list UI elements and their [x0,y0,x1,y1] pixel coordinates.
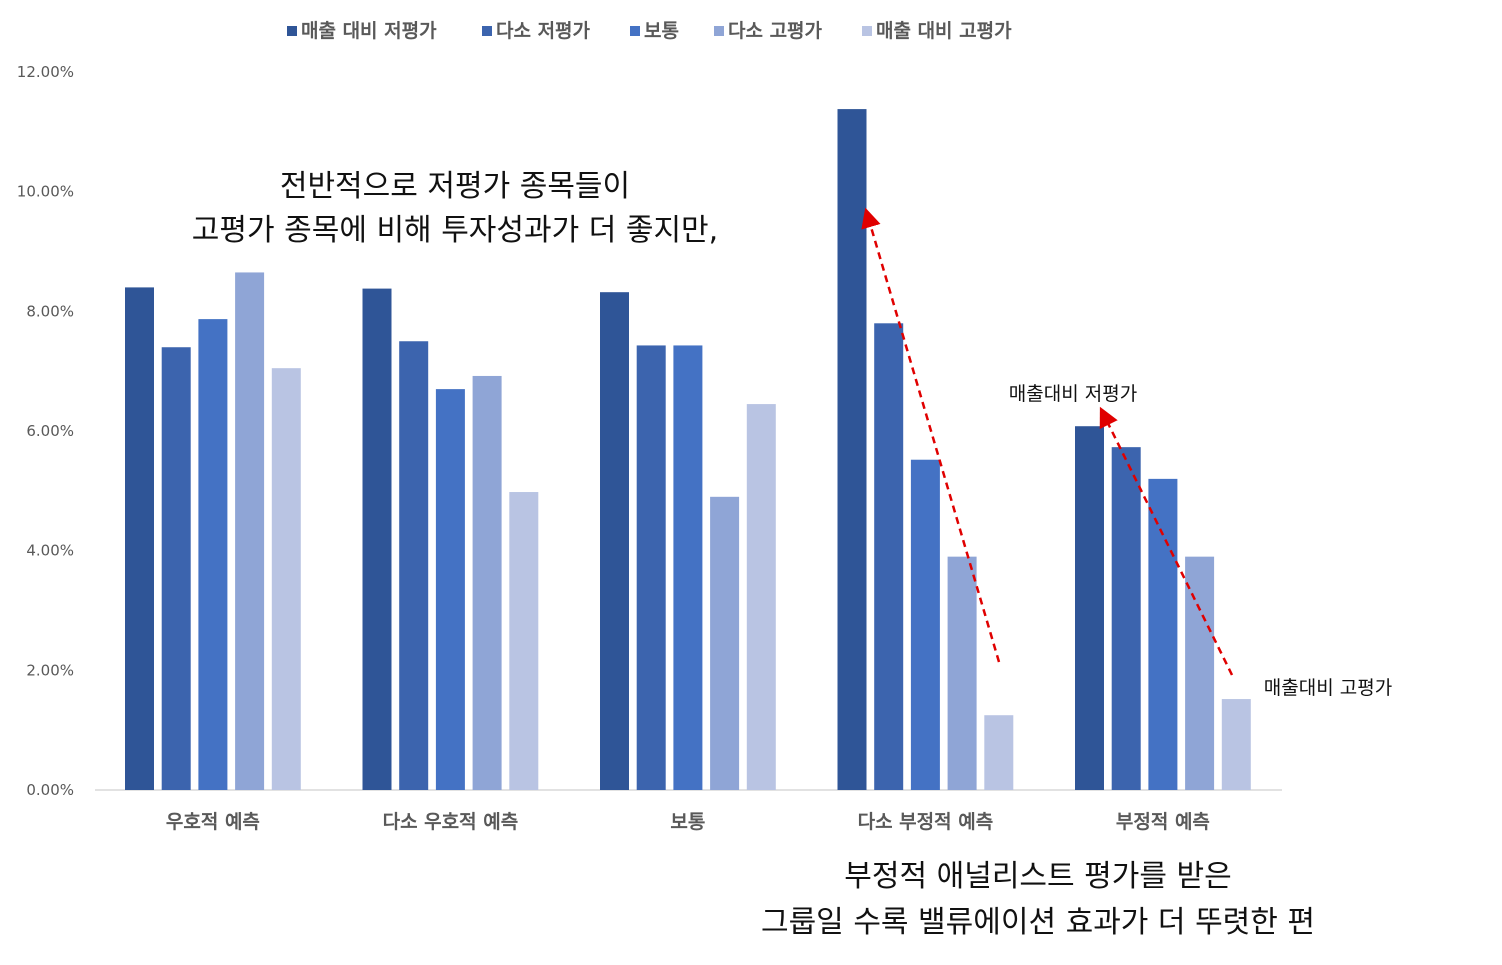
bar [362,288,392,790]
legend-label: 보통 [644,20,679,42]
bar [874,323,904,790]
y-tick-label: 6.00% [26,422,74,440]
y-tick-label: 2.00% [26,661,74,679]
legend-swatch [482,26,492,36]
y-tick-label: 12.00% [17,63,74,81]
x-category-label: 보통 [670,811,705,833]
bar [673,345,703,790]
bar [1075,426,1104,790]
x-category-label: 다소 우호적 예측 [383,811,519,833]
annotation-bottom-line-2: 그룹일 수록 밸류에이션 효과가 더 뚜렷한 편 [761,905,1315,940]
y-axis: 0.00% 2.00% 4.00% 6.00% 8.00% 10.00% 12.00% [17,63,74,799]
bar [636,345,666,790]
legend: 매출 대비 저평가 다소 저평가 보통 다소 고평가 매출 대비 고평가 [287,20,1012,42]
bar [910,459,940,790]
y-tick-label: 8.00% [26,302,74,320]
bar [435,389,465,790]
legend-label: 매출 대비 고평가 [876,20,1012,42]
bar [1148,478,1178,790]
bar [746,404,776,790]
x-category-label: 우호적 예측 [166,811,260,833]
bar [472,375,502,790]
x-axis: 우호적 예측 다소 우호적 예측 보통 다소 부정적 예측 부정적 예측 [166,811,1210,833]
annotation-bottom-line-1: 부정적 애널리스트 평가를 받은 [844,859,1231,894]
bars [125,109,1251,791]
bar [600,292,629,790]
bar [161,347,191,790]
annotation-high-label: 매출대비 저평가 [1009,383,1137,405]
bar [1185,556,1215,790]
trend-arrow-most-negative-group [1099,406,1234,676]
bar [509,492,539,790]
bar [271,368,301,790]
legend-label: 다소 고평가 [728,20,823,42]
bar [235,272,265,791]
bar [125,287,154,790]
bar [837,109,867,790]
annotation-top-line-2: 고평가 종목에 비해 투자성과가 더 좋지만, [192,213,718,248]
bar [1221,699,1251,790]
bar [984,715,1014,790]
legend-swatch [630,26,640,36]
bar [710,496,740,790]
y-tick-label: 10.00% [17,183,74,201]
trend-arrow-negative-group [861,207,1001,663]
legend-swatch [714,26,724,36]
trend-arrows [861,207,1234,676]
x-category-label: 부정적 예측 [1116,811,1210,833]
legend-swatch [862,26,872,36]
x-category-label: 다소 부정적 예측 [858,811,994,833]
y-tick-label: 4.00% [26,542,74,560]
legend-label: 매출 대비 저평가 [301,20,437,42]
legend-swatch [287,26,297,36]
bar [1111,447,1141,790]
annotation-low-label: 매출대비 고평가 [1264,677,1392,699]
y-tick-label: 0.00% [26,781,74,799]
bar [399,341,429,790]
bar [947,556,977,790]
bar [198,319,228,790]
legend-label: 다소 저평가 [496,20,591,42]
annotation-top-line-1: 전반적으로 저평가 종목들이 [280,169,630,204]
